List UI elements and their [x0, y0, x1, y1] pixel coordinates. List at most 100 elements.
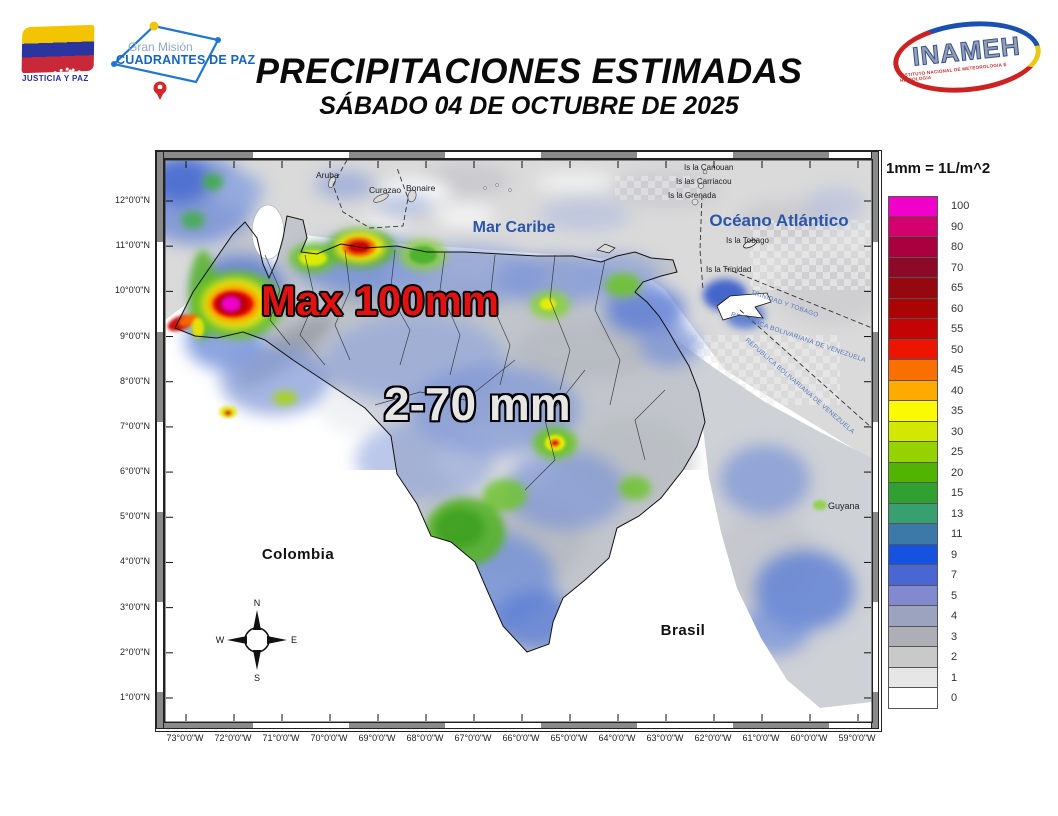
annotation-range: 2-70 mm [384, 378, 571, 430]
legend-entry: 30 [888, 421, 969, 442]
label-curazao: Curazao [369, 185, 402, 195]
legend-swatch [888, 503, 938, 524]
legend-entry: 7 [888, 565, 969, 586]
label-isla-tobago: Is la Tobago [726, 236, 769, 245]
lon-tick-label: 73°0'0"W [166, 733, 204, 743]
legend-swatch [888, 585, 938, 606]
legend-entry: 2 [888, 647, 969, 668]
lon-tick-label: 60°0'0"W [790, 733, 828, 743]
legend-swatch [888, 278, 938, 299]
lon-tick-label: 69°0'0"W [358, 733, 396, 743]
legend-swatch [888, 688, 938, 709]
lat-tick-label: 3°0'0"N [119, 601, 150, 612]
legend-swatch [888, 216, 938, 237]
compass-n: N [254, 598, 261, 608]
legend-value: 45 [951, 364, 964, 377]
lat-tick-label: 1°0'0"N [119, 691, 150, 702]
lon-tick-label: 66°0'0"W [502, 733, 540, 743]
legend-value: 65 [951, 282, 964, 295]
legend-swatch [888, 462, 938, 483]
legend-value: 2 [951, 651, 958, 664]
legend-value: 13 [951, 507, 964, 520]
lon-tick-label: 59°0'0"W [838, 733, 876, 743]
lon-tick-label: 67°0'0"W [454, 733, 492, 743]
lon-tick-label: 62°0'0"W [694, 733, 732, 743]
precipitation-map: N E S W [164, 159, 885, 723]
compass-s: S [254, 673, 260, 683]
mission-name-line2: CUADRANTES DE PAZ [116, 53, 256, 67]
legend-entry: 80 [888, 237, 969, 258]
label-isla-trinidad: Is la Trinidad [706, 265, 752, 274]
lat-tick-label: 7°0'0"N [119, 420, 150, 431]
legend-swatch [888, 339, 938, 360]
cuadrantes-de-paz-logo [96, 16, 246, 106]
legend-swatch [888, 667, 938, 688]
legend-value: 55 [951, 323, 964, 336]
legend-value: 25 [951, 446, 964, 459]
lon-tick-label: 72°0'0"W [214, 733, 252, 743]
lat-tick-label: 4°0'0"N [119, 556, 150, 567]
label-mar-caribe: Mar Caribe [472, 219, 556, 236]
legend-value: 4 [951, 610, 958, 623]
legend-swatch [888, 196, 938, 217]
legend-value: 9 [951, 548, 958, 561]
legend-value: 3 [951, 630, 958, 643]
legend-entry: 55 [888, 319, 969, 340]
label-isla-grenada: Is la Grenada [668, 191, 717, 200]
precipitation-legend: 100 90 80 70 65 60 55 50 45 40 35 30 25 20 15 13 11 9 7 5 4 3… [888, 196, 969, 709]
quadrant-outline-icon [111, 21, 221, 100]
legend-swatch [888, 237, 938, 258]
lon-tick-label: 64°0'0"W [598, 733, 636, 743]
legend-entry: 15 [888, 483, 969, 504]
legend-value: 35 [951, 405, 964, 418]
legend-entry: 13 [888, 503, 969, 524]
legend-entry: 5 [888, 585, 969, 606]
legend-entry: 35 [888, 401, 969, 422]
lon-tick-label: 65°0'0"W [550, 733, 588, 743]
label-islas-carriacou: Is las Carriacou [676, 177, 732, 186]
legend-entry: 50 [888, 339, 969, 360]
legend-value: 11 [951, 528, 963, 541]
legend-entry: 25 [888, 442, 969, 463]
legend-unit-note: 1mm = 1L/m^2 [886, 160, 991, 177]
legend-entry: 11 [888, 524, 969, 545]
legend-swatch [888, 360, 938, 381]
lat-tick-label: 6°0'0"N [119, 466, 150, 477]
label-brasil: Brasil [660, 622, 706, 639]
legend-swatch [888, 442, 938, 463]
legend-swatch [888, 647, 938, 668]
legend-value: 15 [951, 487, 964, 500]
flag-caption: JUSTICIA Y PAZ [22, 74, 89, 83]
legend-entry: 0 [888, 688, 969, 709]
lon-tick-label: 68°0'0"W [406, 733, 444, 743]
legend-value: 5 [951, 589, 958, 602]
mission-name-line1: Gran Misión [128, 40, 193, 54]
legend-value: 80 [951, 241, 964, 254]
legend-entry: 3 [888, 626, 969, 647]
lat-tick-label: 9°0'0"N [119, 330, 150, 341]
legend-swatch [888, 298, 938, 319]
lat-tick-label: 2°0'0"N [119, 646, 150, 657]
annotation-max: Max 100mm [261, 277, 500, 324]
lat-tick-label: 5°0'0"N [119, 511, 150, 522]
map-frame: N E S W Aruba Curazao Bonaire Mar Caribe… [155, 150, 885, 732]
legend-value: 90 [951, 220, 964, 233]
legend-entry: 9 [888, 544, 969, 565]
legend-entry: 100 [888, 196, 969, 217]
legend-entry: 65 [888, 278, 969, 299]
legend-value: 20 [951, 466, 964, 479]
frame-strip-top [156, 151, 879, 159]
legend-swatch [888, 524, 938, 545]
legend-swatch [888, 544, 938, 565]
lat-tick-label: 11°0'0"N [115, 240, 150, 251]
legend-entry: 60 [888, 298, 969, 319]
compass-w: W [216, 635, 225, 645]
legend-entry: 1 [888, 667, 969, 688]
legend-entry: 45 [888, 360, 969, 381]
legend-value: 0 [951, 692, 958, 705]
legend-value: 70 [951, 261, 964, 274]
lat-tick-label: 12°0'0"N [114, 195, 150, 205]
legend-swatch [888, 483, 938, 504]
legend-value: 7 [951, 569, 958, 582]
